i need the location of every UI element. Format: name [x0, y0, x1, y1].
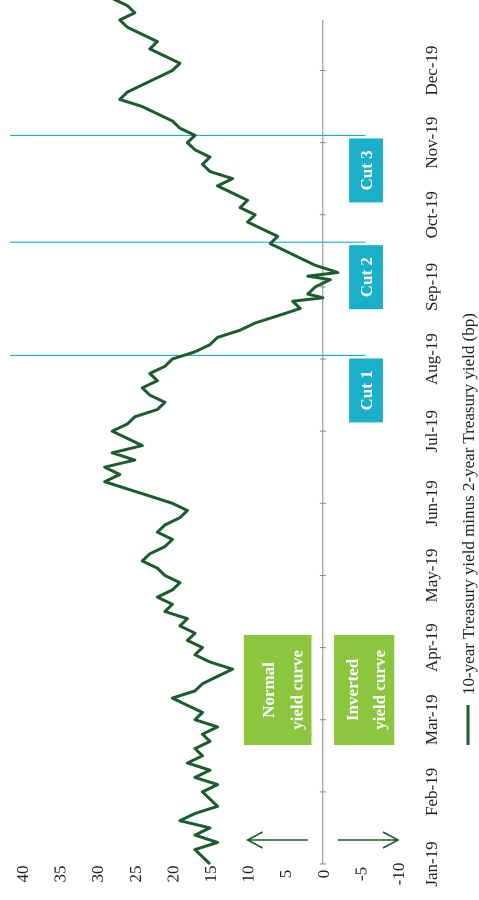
x-tick-label: Dec-19: [422, 45, 441, 95]
rate-cut-label: Cut 2: [357, 257, 376, 297]
x-tick-label: Jun-19: [422, 480, 441, 526]
inverted-curve-box: [334, 635, 395, 745]
x-tick-label: Aug-19: [422, 333, 441, 385]
x-tick-label: Oct-19: [422, 191, 441, 238]
normal-curve-label: yield curve: [287, 650, 306, 730]
x-tick-label: Feb-19: [422, 768, 441, 816]
x-tick-label: May-19: [422, 549, 441, 603]
rate-cut-box: [349, 138, 383, 203]
inverted-curve-label: yield curve: [370, 650, 389, 730]
legend: 10-year Treasury yield minus 2-year Trea…: [459, 313, 478, 745]
y-tick-label: 35: [51, 866, 70, 883]
normal-arrow-head: [245, 831, 264, 849]
rate-cut-box: [349, 358, 383, 423]
x-tick-label: Nov-19: [422, 117, 441, 169]
y-tick-label: -10: [389, 863, 408, 886]
normal-curve-box: [243, 635, 312, 745]
rate-cut-label: Cut 1: [357, 370, 376, 410]
x-tick-label: Jan-19: [422, 841, 441, 886]
y-tick-label: 25: [126, 866, 145, 883]
x-tick-label: Mar-19: [422, 694, 441, 745]
inverted-arrow-head: [382, 831, 400, 849]
x-tick-label: Sep-19: [422, 263, 441, 311]
y-tick-label: 10: [239, 866, 258, 883]
annotation-boxes: Cut 1 Cut 2 Cut 3 Normal yield curve Inverted…: [243, 138, 400, 849]
inverted-curve-label: Inverted: [343, 658, 362, 721]
y-tick-label: -5: [351, 867, 370, 881]
y-tick-label: 40: [13, 866, 32, 883]
y-tick-label: 30: [88, 866, 107, 883]
x-tick-label: Apr-19: [422, 623, 441, 672]
rate-cut-label: Cut 3: [357, 150, 376, 190]
x-tick-label: Jul-19: [422, 410, 441, 453]
legend-label: 10-year Treasury yield minus 2-year Trea…: [459, 313, 478, 695]
normal-curve-label: Normal: [259, 662, 278, 718]
chart-axes: Jan-19 Feb-19 Mar-19 Apr-19 May-19 Jun-19 Jul-…: [13, 20, 441, 887]
y-tick-label: 5: [276, 870, 295, 879]
series-group: [29, 0, 340, 866]
rate-cut-lines: [10, 134, 366, 357]
series-line: [29, 0, 340, 866]
y-tick-label: 0: [314, 870, 333, 879]
y-tick-label: 15: [201, 866, 220, 883]
rate-cut-box: [349, 245, 383, 310]
y-tick-label: 20: [163, 866, 182, 883]
